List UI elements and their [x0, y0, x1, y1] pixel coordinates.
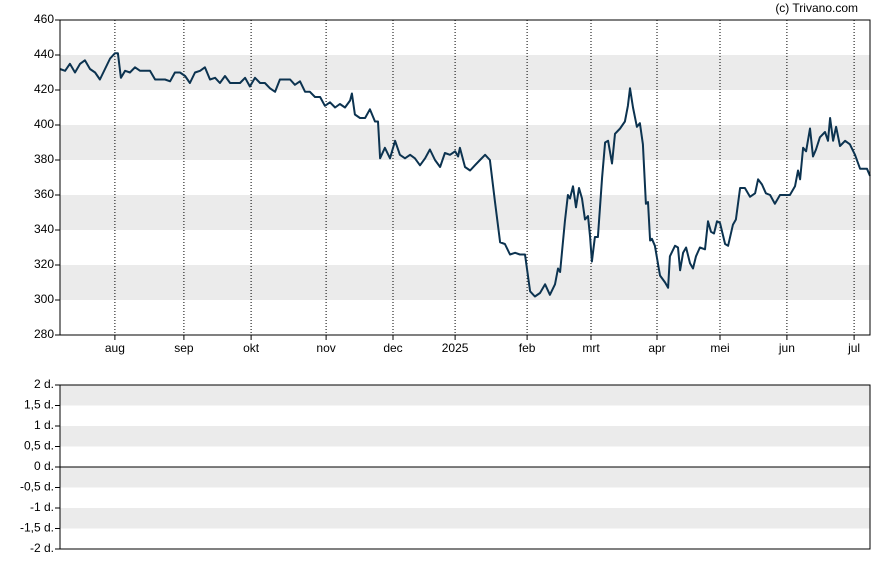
x-tick-label: 2025 — [442, 341, 469, 355]
x-tick-label: okt — [243, 341, 260, 355]
y-tick-label: 440 — [34, 47, 54, 61]
y-tick-label: 1 d. — [34, 418, 54, 432]
price-line — [59, 52, 871, 298]
plot-frame — [59, 384, 871, 550]
x-tick-label: dec — [383, 341, 402, 355]
grid-band — [60, 508, 870, 529]
y-tick-label: 340 — [34, 222, 54, 236]
y-tick-label: 420 — [34, 82, 54, 96]
x-tick-label: mrt — [582, 341, 600, 355]
x-tick-label: mei — [710, 341, 729, 355]
y-tick-label: -2 d. — [30, 541, 54, 555]
credit: (c) Trivano.com — [775, 1, 858, 15]
y-tick-label: 0,5 d. — [24, 439, 54, 453]
x-tick-label: jun — [778, 341, 795, 355]
y-tick-label: 460 — [34, 12, 54, 26]
y-tick-label: 0 d. — [34, 459, 54, 473]
x-tick-label: jul — [847, 341, 860, 355]
x-tick-label: feb — [519, 341, 536, 355]
x-tick-label: nov — [316, 341, 335, 355]
y-tick-label: -0,5 d. — [20, 480, 54, 494]
y-tick-label: 2 d. — [34, 377, 54, 391]
y-tick-label: 280 — [34, 327, 54, 341]
y-tick-label: 300 — [34, 292, 54, 306]
y-tick-label: 400 — [34, 117, 54, 131]
grid-band — [60, 426, 870, 447]
y-tick-label: 360 — [34, 187, 54, 201]
y-tick-label: -1 d. — [30, 500, 54, 514]
x-tick-label: aug — [105, 341, 125, 355]
y-tick-label: -1,5 d. — [20, 521, 54, 535]
y-tick-label: 1,5 d. — [24, 398, 54, 412]
plot-frame — [59, 19, 871, 336]
grid-band — [60, 385, 870, 406]
y-tick-label: 380 — [34, 152, 54, 166]
grid-band — [60, 467, 870, 488]
grid-band — [60, 125, 870, 160]
grid-band — [60, 265, 870, 300]
grid-band — [60, 195, 870, 230]
y-tick-label: 320 — [34, 257, 54, 271]
x-tick-label: sep — [174, 341, 194, 355]
x-tick-label: apr — [648, 341, 665, 355]
